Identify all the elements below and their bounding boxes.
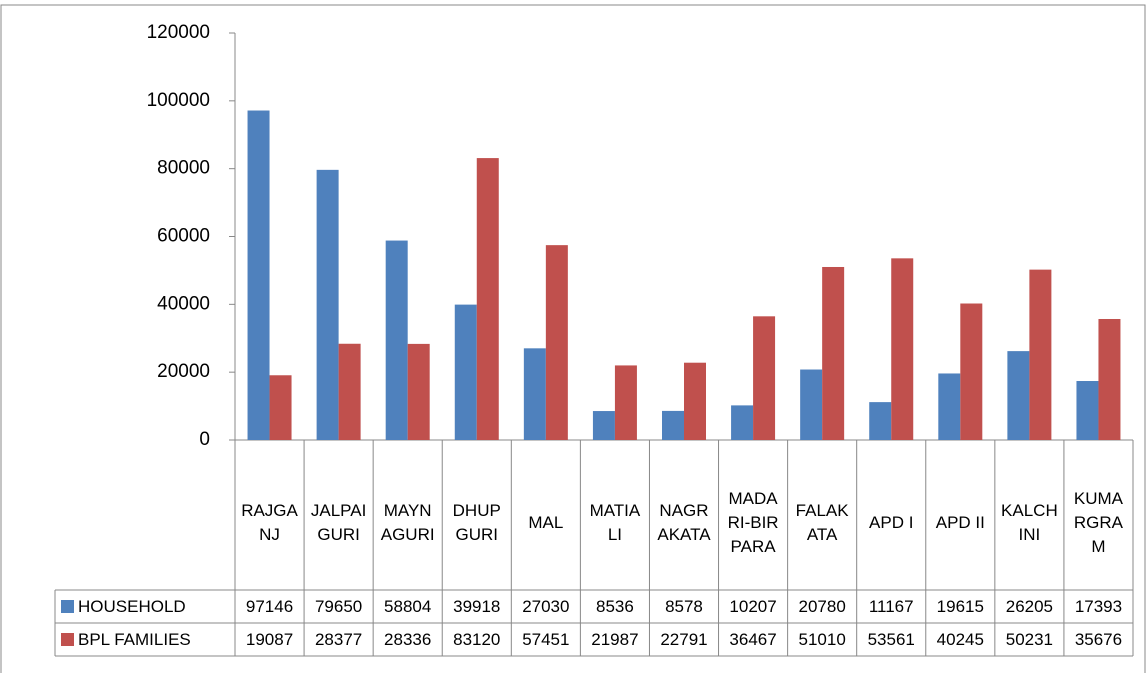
table-value: 58804 (384, 596, 432, 616)
chart-border (0, 4, 1146, 673)
bar (614, 365, 637, 440)
table-value: 36467 (729, 629, 777, 649)
category-label: MATIALI (589, 500, 641, 544)
category-label: FALAKATA (795, 500, 849, 544)
table-value: 97146 (245, 596, 294, 616)
legend-key (61, 600, 74, 613)
bar (684, 362, 706, 440)
table-value: 53561 (867, 629, 915, 649)
bar (662, 410, 684, 440)
bar (1029, 269, 1052, 440)
category-label: MAYNAGURI (380, 500, 435, 544)
bar (338, 343, 361, 440)
table-value: 26205 (1005, 596, 1054, 616)
table-value: 21987 (591, 629, 639, 649)
bar (454, 304, 477, 440)
table-value: 39918 (453, 596, 501, 616)
y-tick-label: 60000 (157, 226, 210, 247)
y-tick-label: 20000 (157, 361, 210, 382)
legend-entry: BPL FAMILIES (55, 623, 235, 656)
legend-label: BPL FAMILIES (78, 629, 191, 649)
bar (938, 373, 961, 440)
table-value: 57451 (522, 629, 570, 649)
table-value: 40245 (936, 629, 984, 649)
y-tick-label: 0 (199, 429, 210, 450)
table-value: 17393 (1074, 596, 1123, 616)
bar (247, 110, 270, 440)
y-tick-label: 80000 (157, 158, 210, 179)
table-value: 20780 (798, 596, 846, 616)
table-value: 28377 (314, 629, 363, 649)
category-label: APD II (935, 512, 985, 532)
y-tick-label: 100000 (147, 90, 210, 111)
table-value: 50231 (1005, 629, 1054, 649)
category-label: APD I (869, 512, 914, 532)
table-value: 8536 (595, 596, 634, 616)
category-label: MADARI-BIRPARA (727, 488, 779, 556)
bar (753, 316, 776, 440)
table-value: 28336 (384, 629, 432, 649)
category-label: RAJGANJ (241, 500, 298, 544)
category-label: NAGRAKATA (657, 500, 711, 544)
category-label: DHUPGURI (452, 500, 501, 544)
bar (1007, 351, 1030, 440)
table-value: 11167 (868, 596, 914, 616)
table-value: 19087 (245, 629, 294, 649)
legend-key (61, 633, 74, 646)
bar (407, 343, 430, 440)
category-label: KALCHINI (1001, 500, 1058, 544)
table-value: 79650 (314, 596, 363, 616)
table-value: 10207 (729, 596, 777, 616)
bar (476, 158, 499, 441)
y-tick-label: 40000 (157, 293, 210, 314)
bar (822, 266, 845, 440)
category-label: MAL (528, 512, 564, 532)
bar (1076, 381, 1099, 440)
bar (269, 375, 292, 440)
bar (891, 258, 914, 440)
table-value: 27030 (522, 596, 570, 616)
bar (545, 245, 568, 440)
bar (523, 348, 546, 440)
category-label: KUMARGRAM (1073, 488, 1124, 556)
bar (869, 402, 892, 440)
bar (960, 303, 983, 440)
table-value: 22791 (660, 629, 708, 649)
legend-entry: HOUSEHOLD (55, 590, 235, 623)
legend-label: HOUSEHOLD (78, 596, 186, 616)
bar (385, 240, 408, 440)
bar (1098, 318, 1121, 440)
table-value: 51010 (798, 629, 846, 649)
bar (731, 405, 754, 440)
bar (592, 411, 615, 440)
table-value: 8578 (665, 596, 703, 616)
bar (800, 369, 823, 440)
category-label: JALPAIGURI (310, 500, 367, 544)
table-value: 83120 (453, 629, 501, 649)
table-value: 19615 (936, 596, 984, 616)
bar (316, 169, 339, 440)
table-value: 35676 (1074, 629, 1123, 649)
y-tick-label: 120000 (147, 22, 210, 43)
